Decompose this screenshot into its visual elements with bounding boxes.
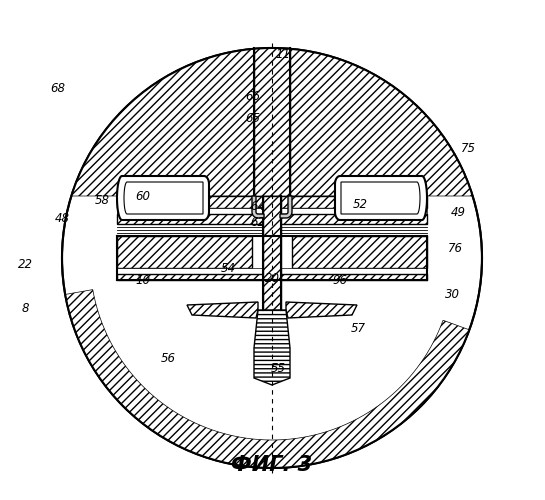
Polygon shape	[272, 48, 482, 258]
Text: 66: 66	[245, 90, 261, 104]
Text: 30: 30	[445, 288, 459, 302]
Text: 96: 96	[332, 274, 348, 286]
Polygon shape	[65, 290, 469, 468]
Text: 75: 75	[461, 142, 475, 154]
Polygon shape	[335, 176, 427, 220]
Text: 49: 49	[451, 206, 465, 218]
Polygon shape	[124, 182, 203, 214]
Text: 8: 8	[21, 302, 29, 314]
Circle shape	[62, 48, 482, 468]
Text: 76: 76	[447, 242, 463, 254]
Polygon shape	[252, 196, 264, 218]
Polygon shape	[187, 302, 258, 318]
Polygon shape	[117, 196, 427, 208]
Polygon shape	[117, 214, 427, 224]
Polygon shape	[292, 236, 427, 268]
Polygon shape	[117, 176, 209, 220]
Text: 54: 54	[221, 262, 235, 274]
Text: 55: 55	[270, 362, 286, 374]
Polygon shape	[117, 268, 427, 274]
Text: 48: 48	[54, 212, 70, 224]
Text: 64: 64	[251, 200, 265, 213]
Text: 68: 68	[51, 82, 65, 94]
Text: 57: 57	[350, 322, 366, 334]
Text: 58: 58	[94, 194, 110, 206]
Polygon shape	[286, 302, 357, 318]
Polygon shape	[280, 196, 292, 218]
Polygon shape	[254, 310, 290, 385]
Polygon shape	[263, 196, 281, 310]
Text: ФИГ. 3: ФИГ. 3	[232, 455, 313, 475]
Polygon shape	[117, 274, 427, 280]
Text: 65: 65	[245, 112, 261, 124]
Text: 56: 56	[160, 352, 175, 364]
Text: 52: 52	[353, 198, 367, 211]
Text: 62: 62	[251, 216, 265, 228]
Polygon shape	[117, 208, 427, 214]
Text: 11: 11	[276, 48, 290, 62]
Polygon shape	[62, 48, 272, 258]
Polygon shape	[117, 236, 252, 268]
Polygon shape	[341, 182, 420, 214]
Text: 10: 10	[136, 274, 150, 286]
Text: 20: 20	[264, 272, 280, 284]
Text: 22: 22	[17, 258, 33, 272]
Text: 60: 60	[136, 190, 150, 203]
Polygon shape	[254, 43, 290, 196]
